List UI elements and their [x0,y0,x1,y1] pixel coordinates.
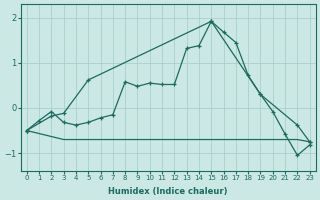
X-axis label: Humidex (Indice chaleur): Humidex (Indice chaleur) [108,187,228,196]
